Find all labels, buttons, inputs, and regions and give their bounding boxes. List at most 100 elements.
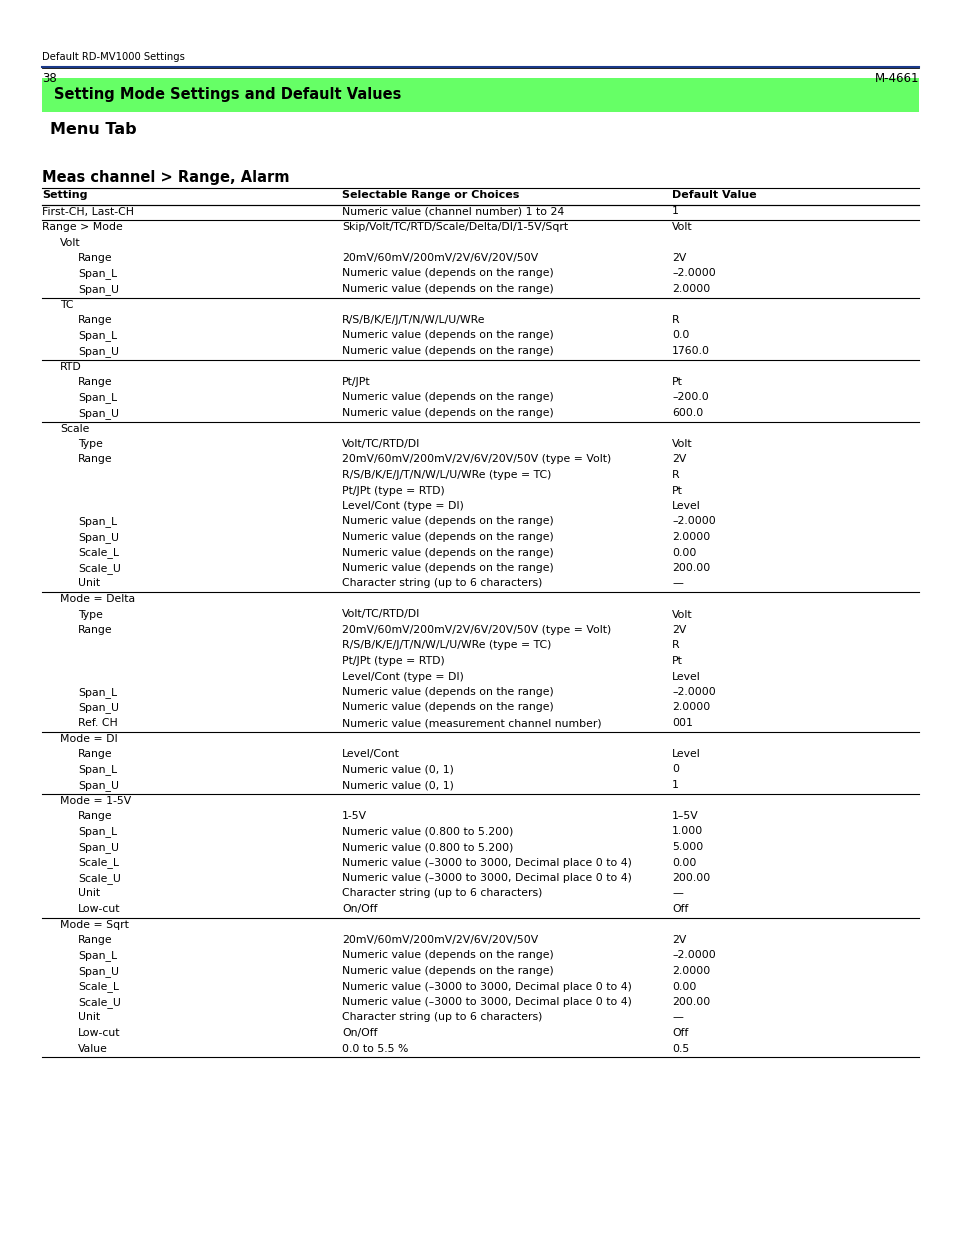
Text: –2.0000: –2.0000: [671, 951, 715, 961]
Text: Unit: Unit: [78, 1013, 100, 1023]
Text: 2V: 2V: [671, 253, 685, 263]
Text: Span_U: Span_U: [78, 781, 119, 790]
Text: Span_U: Span_U: [78, 346, 119, 357]
Text: Ref. CH: Ref. CH: [78, 718, 117, 727]
Text: Span_U: Span_U: [78, 532, 119, 543]
Text: Range: Range: [78, 315, 112, 325]
Text: 2.0000: 2.0000: [671, 532, 709, 542]
Text: Range: Range: [78, 454, 112, 464]
Text: Numeric value (–3000 to 3000, Decimal place 0 to 4): Numeric value (–3000 to 3000, Decimal pl…: [341, 857, 631, 867]
Text: Numeric value (depends on the range): Numeric value (depends on the range): [341, 331, 553, 341]
Text: R: R: [671, 641, 679, 651]
Text: R/S/B/K/E/J/T/N/W/L/U/WRe (type = TC): R/S/B/K/E/J/T/N/W/L/U/WRe (type = TC): [341, 471, 551, 480]
Text: Low-cut: Low-cut: [78, 1028, 120, 1037]
Text: Level: Level: [671, 748, 700, 760]
Text: 2.0000: 2.0000: [671, 284, 709, 294]
Text: Span_L: Span_L: [78, 764, 117, 776]
Text: Pt/JPt (type = RTD): Pt/JPt (type = RTD): [341, 656, 444, 666]
Text: 200.00: 200.00: [671, 563, 709, 573]
Text: 0: 0: [671, 764, 679, 774]
Text: 20mV/60mV/200mV/2V/6V/20V/50V (type = Volt): 20mV/60mV/200mV/2V/6V/20V/50V (type = Vo…: [341, 454, 611, 464]
Text: Volt: Volt: [671, 610, 692, 620]
Text: Character string (up to 6 characters): Character string (up to 6 characters): [341, 578, 542, 589]
Text: Numeric value (0, 1): Numeric value (0, 1): [341, 781, 454, 790]
Text: Setting: Setting: [42, 190, 88, 200]
Text: 5.000: 5.000: [671, 842, 702, 852]
Text: Span_L: Span_L: [78, 268, 117, 279]
Text: Character string (up to 6 characters): Character string (up to 6 characters): [341, 1013, 542, 1023]
Text: Mode = Delta: Mode = Delta: [60, 594, 135, 604]
Text: Setting Mode Settings and Default Values: Setting Mode Settings and Default Values: [54, 88, 401, 103]
Text: Span_L: Span_L: [78, 826, 117, 837]
Text: Off: Off: [671, 904, 688, 914]
Text: –2.0000: –2.0000: [671, 687, 715, 697]
Text: Mode = 1-5V: Mode = 1-5V: [60, 795, 132, 805]
Text: 1: 1: [671, 781, 679, 790]
Text: Span_L: Span_L: [78, 516, 117, 527]
Text: Pt: Pt: [671, 485, 682, 495]
Text: 1-5V: 1-5V: [341, 811, 367, 821]
Text: 20mV/60mV/200mV/2V/6V/20V/50V: 20mV/60mV/200mV/2V/6V/20V/50V: [341, 253, 537, 263]
Text: Numeric value (depends on the range): Numeric value (depends on the range): [341, 346, 553, 356]
Text: —: —: [671, 888, 682, 899]
Text: Numeric value (0, 1): Numeric value (0, 1): [341, 764, 454, 774]
Text: Type: Type: [78, 610, 103, 620]
Text: Numeric value (depends on the range): Numeric value (depends on the range): [341, 408, 553, 417]
Text: 0.0: 0.0: [671, 331, 689, 341]
Text: 1760.0: 1760.0: [671, 346, 709, 356]
Text: On/Off: On/Off: [341, 1028, 377, 1037]
Text: Numeric value (depends on the range): Numeric value (depends on the range): [341, 563, 553, 573]
Text: Level/Cont: Level/Cont: [341, 748, 399, 760]
Text: Pt: Pt: [671, 377, 682, 387]
Text: 200.00: 200.00: [671, 997, 709, 1007]
Text: Low-cut: Low-cut: [78, 904, 120, 914]
Text: Pt/JPt (type = RTD): Pt/JPt (type = RTD): [341, 485, 444, 495]
Text: 20mV/60mV/200mV/2V/6V/20V/50V (type = Volt): 20mV/60mV/200mV/2V/6V/20V/50V (type = Vo…: [341, 625, 611, 635]
Text: 0.00: 0.00: [671, 547, 696, 557]
Text: Level: Level: [671, 501, 700, 511]
Text: Range: Range: [78, 253, 112, 263]
Text: Span_L: Span_L: [78, 393, 117, 404]
Text: Mode = Sqrt: Mode = Sqrt: [60, 920, 129, 930]
Text: Range: Range: [78, 748, 112, 760]
Text: Scale: Scale: [60, 424, 90, 433]
Text: Scale_U: Scale_U: [78, 997, 121, 1008]
Text: 20mV/60mV/200mV/2V/6V/20V/50V: 20mV/60mV/200mV/2V/6V/20V/50V: [341, 935, 537, 945]
Text: 2.0000: 2.0000: [671, 703, 709, 713]
Text: Span_U: Span_U: [78, 703, 119, 714]
Text: Numeric value (depends on the range): Numeric value (depends on the range): [341, 966, 553, 976]
Text: Numeric value (–3000 to 3000, Decimal place 0 to 4): Numeric value (–3000 to 3000, Decimal pl…: [341, 982, 631, 992]
Text: Range: Range: [78, 935, 112, 945]
Text: 001: 001: [671, 718, 692, 727]
Text: Numeric value (–3000 to 3000, Decimal place 0 to 4): Numeric value (–3000 to 3000, Decimal pl…: [341, 997, 631, 1007]
Text: Numeric value (depends on the range): Numeric value (depends on the range): [341, 547, 553, 557]
Text: Numeric value (depends on the range): Numeric value (depends on the range): [341, 687, 553, 697]
Text: Numeric value (channel number) 1 to 24: Numeric value (channel number) 1 to 24: [341, 206, 563, 216]
Text: 2V: 2V: [671, 935, 685, 945]
Text: Default RD-MV1000 Settings: Default RD-MV1000 Settings: [42, 52, 185, 62]
Text: R/S/B/K/E/J/T/N/W/L/U/WRe: R/S/B/K/E/J/T/N/W/L/U/WRe: [341, 315, 485, 325]
Text: 1.000: 1.000: [671, 826, 702, 836]
Text: Mode = DI: Mode = DI: [60, 734, 117, 743]
Text: M-4661: M-4661: [874, 72, 918, 85]
Text: 1–5V: 1–5V: [671, 811, 698, 821]
Text: Numeric value (0.800 to 5.200): Numeric value (0.800 to 5.200): [341, 842, 513, 852]
Text: Level/Cont (type = DI): Level/Cont (type = DI): [341, 501, 463, 511]
Text: Scale_L: Scale_L: [78, 857, 119, 868]
Text: Scale_L: Scale_L: [78, 547, 119, 558]
Text: —: —: [671, 578, 682, 589]
Text: 2V: 2V: [671, 625, 685, 635]
Text: Numeric value (depends on the range): Numeric value (depends on the range): [341, 532, 553, 542]
Text: Numeric value (–3000 to 3000, Decimal place 0 to 4): Numeric value (–3000 to 3000, Decimal pl…: [341, 873, 631, 883]
Text: Range: Range: [78, 377, 112, 387]
Text: RTD: RTD: [60, 362, 82, 372]
Text: Value: Value: [78, 1044, 108, 1053]
Text: Volt: Volt: [60, 237, 81, 247]
Text: 600.0: 600.0: [671, 408, 702, 417]
Text: –2.0000: –2.0000: [671, 516, 715, 526]
Text: R: R: [671, 471, 679, 480]
Text: First-CH, Last-CH: First-CH, Last-CH: [42, 206, 133, 216]
Text: R/S/B/K/E/J/T/N/W/L/U/WRe (type = TC): R/S/B/K/E/J/T/N/W/L/U/WRe (type = TC): [341, 641, 551, 651]
Text: Off: Off: [671, 1028, 688, 1037]
Text: Range: Range: [78, 625, 112, 635]
